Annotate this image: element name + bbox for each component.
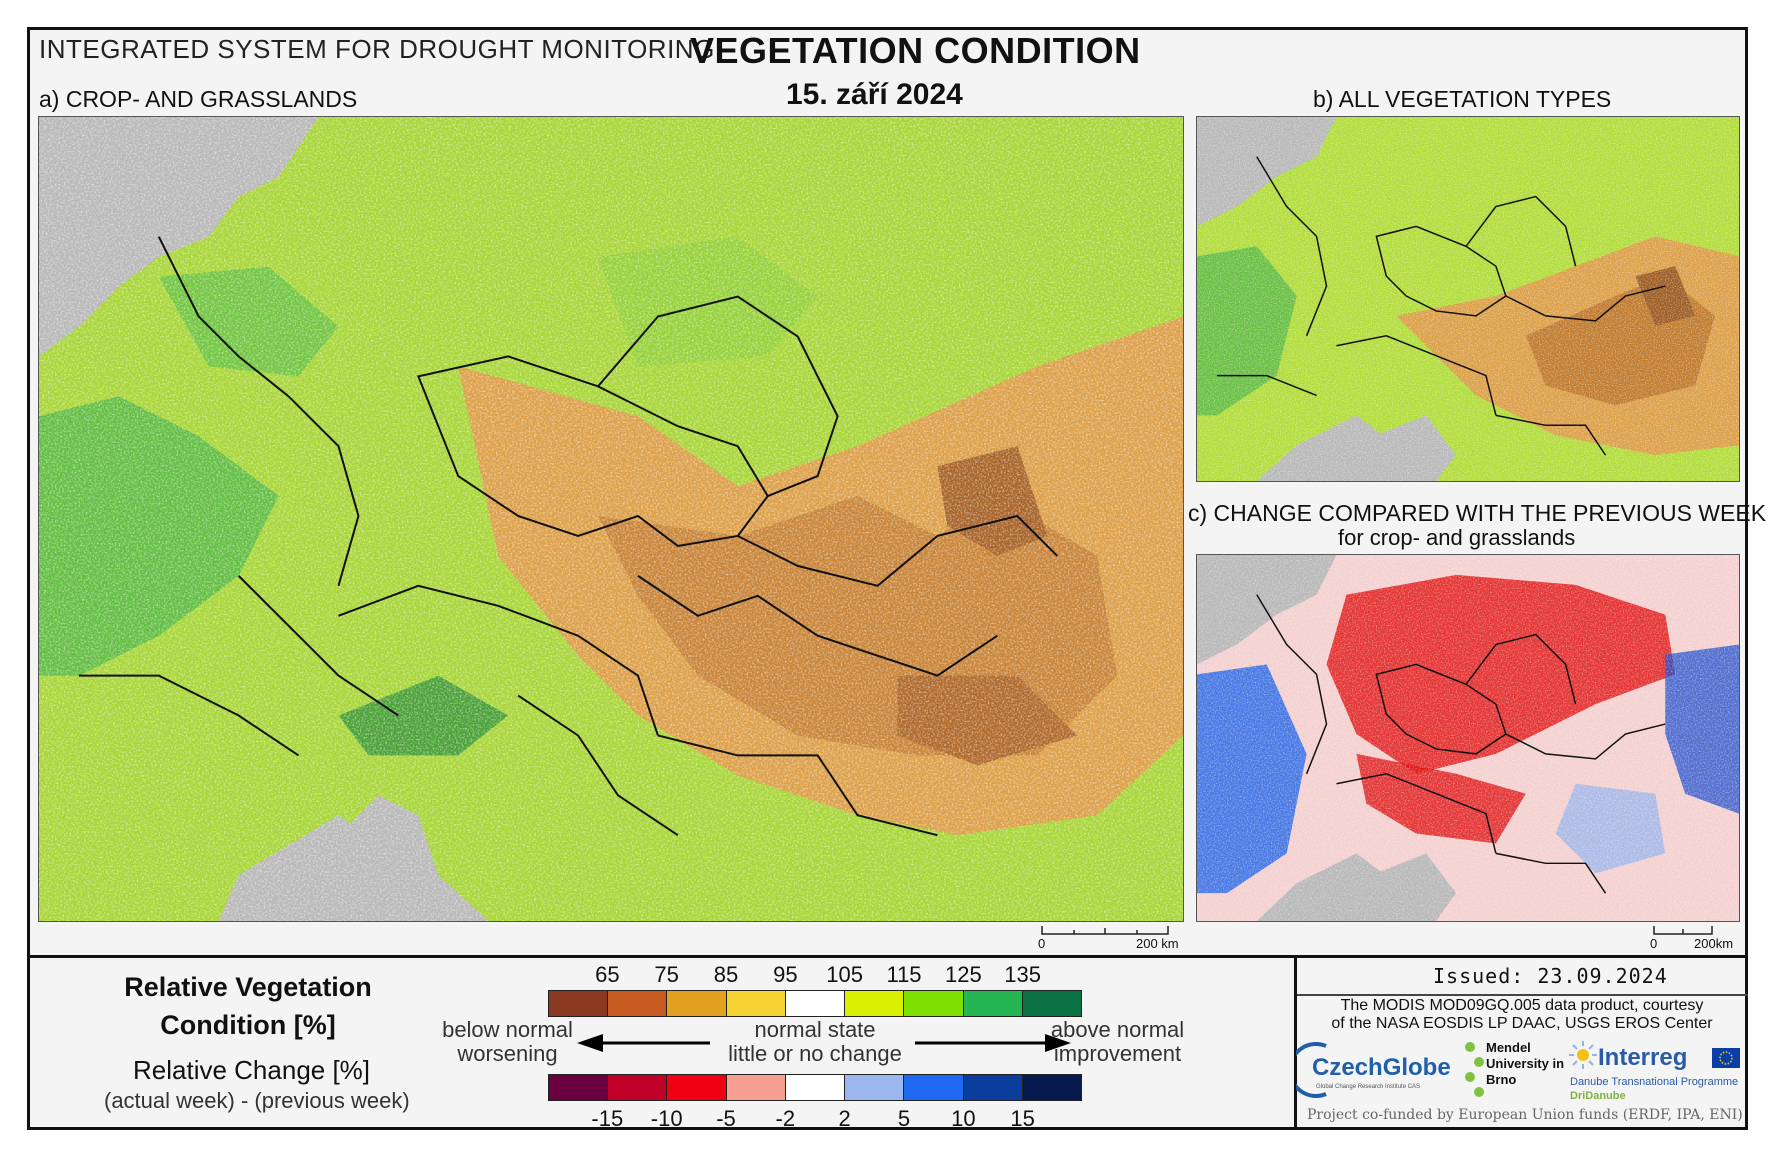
rc-class-swatch-1 bbox=[608, 1075, 668, 1100]
cofunded-note: Project co-funded by European Union fund… bbox=[1307, 1107, 1743, 1123]
legend-mid-text: normal state little or no change bbox=[720, 1018, 910, 1066]
rvc-class-swatch-7 bbox=[963, 991, 1023, 1016]
legend-right-text: above normal improvement bbox=[1050, 1018, 1185, 1066]
rvc-class-swatch-0 bbox=[549, 991, 609, 1016]
mendel-dots-icon bbox=[1465, 1042, 1484, 1097]
figure-title: VEGETATION CONDITION bbox=[690, 30, 1141, 71]
rvc-class-swatch-6 bbox=[904, 991, 964, 1016]
czechglobe-logo: CzechGlobe Global Change Research Instit… bbox=[1296, 1040, 1456, 1102]
rvc-class-swatch-8 bbox=[1022, 991, 1081, 1016]
panel-c-label: c) CHANGE COMPARED WITH THE PREVIOUS WEE… bbox=[1188, 500, 1767, 526]
map-all-vegetation bbox=[1196, 116, 1740, 482]
rvc-tick-label: 105 bbox=[826, 962, 864, 987]
data-credit: The MODIS MOD09GQ.005 data product, cour… bbox=[1312, 997, 1732, 1033]
rvc-class-swatch-3 bbox=[726, 991, 786, 1016]
rc-class-swatch-2 bbox=[667, 1075, 727, 1100]
rc-tick-label: -2 bbox=[775, 1106, 796, 1131]
rvc-class-swatch-1 bbox=[608, 991, 668, 1016]
mendel-name: Mendel University in Brno bbox=[1486, 1040, 1565, 1087]
interreg-programme: Danube Transnational Programme bbox=[1570, 1076, 1739, 1088]
rvc-color-ramp bbox=[548, 990, 1082, 1017]
czechglobe-name: CzechGlobe bbox=[1312, 1054, 1451, 1081]
legend-rc-formula: (actual week) - (previous week) bbox=[104, 1088, 410, 1113]
normal-state-label: normal state bbox=[754, 1017, 876, 1042]
rc-tick-label: 2 bbox=[838, 1106, 851, 1131]
eu-flag-icon bbox=[1712, 1048, 1740, 1068]
rvc-tick-label: 65 bbox=[595, 962, 620, 987]
legend-rc-title: Relative Change [%] bbox=[133, 1055, 371, 1085]
rc-class-swatch-7 bbox=[963, 1075, 1023, 1100]
below-normal-label: below normal bbox=[442, 1017, 573, 1042]
rvc-class-swatch-5 bbox=[845, 991, 905, 1016]
panel-b-label: b) ALL VEGETATION TYPES bbox=[1313, 86, 1612, 112]
above-normal-label: above normal bbox=[1050, 1017, 1185, 1042]
mendel-logo: Mendel University in Brno bbox=[1462, 1040, 1564, 1104]
rvc-tick-label: 125 bbox=[944, 962, 982, 987]
panel-c-sublabel: for crop- and grasslands bbox=[1338, 525, 1576, 550]
scale-bar-map-a: 0 200 km bbox=[1038, 924, 1190, 954]
rc-tick-label: -10 bbox=[650, 1106, 683, 1131]
rvc-class-swatch-4 bbox=[785, 991, 846, 1016]
arrow-right-icon bbox=[915, 1034, 1071, 1052]
interreg-project: DriDanube bbox=[1570, 1090, 1626, 1102]
rc-tick-label: 15 bbox=[1010, 1106, 1035, 1131]
interreg-sun-icon bbox=[1569, 1041, 1597, 1069]
rc-class-swatch-3 bbox=[726, 1075, 786, 1100]
rc-class-swatch-0 bbox=[549, 1075, 609, 1100]
rc-class-swatch-5 bbox=[845, 1075, 905, 1100]
arrow-left-icon bbox=[577, 1034, 710, 1052]
legend-left-text: below normal worsening bbox=[440, 1018, 575, 1066]
footer-divider bbox=[1294, 955, 1297, 1130]
rvc-class-swatch-2 bbox=[667, 991, 727, 1016]
credit-line-1: The MODIS MOD09GQ.005 data product, cour… bbox=[1340, 997, 1704, 1014]
interreg-logo: Interreg Danube Transnational Programme … bbox=[1568, 1040, 1746, 1106]
czechglobe-subtitle: Global Change Research Institute CAS bbox=[1316, 1084, 1421, 1090]
issued-box bbox=[1297, 958, 1748, 996]
system-name: INTEGRATED SYSTEM FOR DROUGHT MONITORING bbox=[39, 34, 715, 64]
rvc-tick-label: 85 bbox=[713, 962, 739, 987]
figure-date: 15. září 2024 bbox=[786, 78, 963, 111]
improvement-label: improvement bbox=[1053, 1041, 1182, 1066]
map-crop-grasslands bbox=[38, 116, 1184, 922]
rc-tick-label: -15 bbox=[591, 1106, 624, 1131]
credit-line-2: of the NASA EOSDIS LP DAAC, USGS EROS Ce… bbox=[1331, 1015, 1713, 1032]
interreg-name: Interreg bbox=[1598, 1044, 1688, 1071]
rvc-tick-label: 135 bbox=[1004, 962, 1042, 987]
legend-rvc-title: Relative Vegetation Condition [%] bbox=[124, 972, 372, 1040]
rc-class-swatch-6 bbox=[904, 1075, 964, 1100]
rc-tick-label: 10 bbox=[951, 1106, 976, 1131]
rvc-tick-label: 115 bbox=[886, 962, 922, 987]
scale-c-zero: 0 bbox=[1650, 936, 1658, 951]
rc-class-swatch-4 bbox=[785, 1075, 846, 1100]
worsening-label: worsening bbox=[457, 1041, 558, 1066]
little-change-label: little or no change bbox=[728, 1041, 902, 1066]
scale-a-max: 200 km bbox=[1136, 936, 1179, 951]
issued-date: Issued: 23.09.2024 bbox=[1433, 964, 1668, 988]
scale-bar-map-c: 0 200km bbox=[1650, 924, 1742, 954]
scale-c-max: 200km bbox=[1694, 936, 1734, 951]
rc-tick-label: 5 bbox=[897, 1106, 911, 1131]
rvc-tick-label: 95 bbox=[773, 962, 798, 987]
rvc-tick-label: 75 bbox=[654, 962, 679, 987]
map-weekly-change bbox=[1196, 554, 1740, 922]
panel-a-label: a) CROP- AND GRASSLANDS bbox=[39, 86, 358, 112]
rc-tick-label: -5 bbox=[716, 1106, 736, 1131]
legend-direction-arrows bbox=[577, 1034, 1071, 1052]
czechglobe-arc-icon bbox=[1296, 1042, 1327, 1098]
rc-color-ramp bbox=[548, 1074, 1082, 1101]
legend-divider bbox=[27, 955, 1748, 958]
rc-class-swatch-8 bbox=[1022, 1075, 1081, 1100]
scale-a-zero: 0 bbox=[1038, 936, 1046, 951]
